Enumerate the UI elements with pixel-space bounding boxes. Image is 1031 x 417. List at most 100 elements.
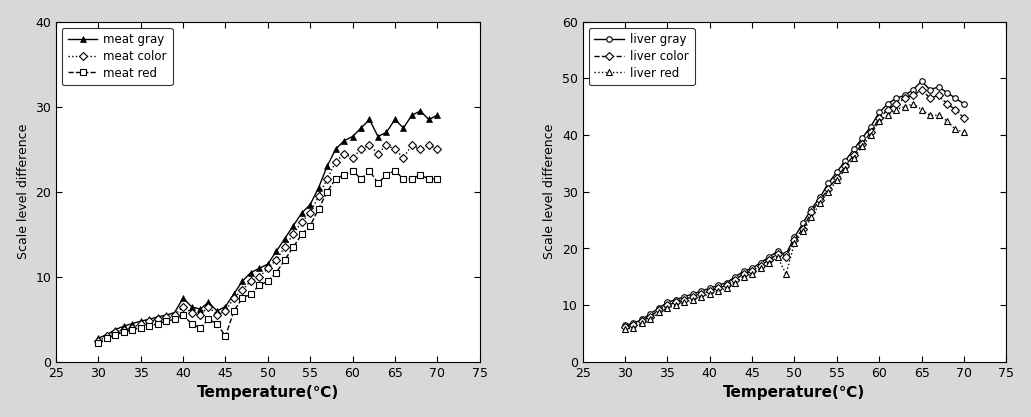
liver color — [670, 300, 683, 305]
liver color — [678, 297, 691, 302]
liver gray — [721, 280, 733, 285]
liver gray — [737, 269, 750, 274]
meat gray — [423, 117, 435, 122]
liver color — [856, 141, 868, 146]
meat red — [363, 168, 375, 173]
Line: meat gray: meat gray — [96, 108, 440, 341]
meat color — [355, 147, 367, 152]
liver gray — [950, 96, 962, 101]
liver red — [737, 274, 750, 279]
liver red — [636, 321, 648, 326]
meat gray — [160, 313, 172, 318]
liver gray — [653, 306, 665, 311]
liver color — [831, 175, 843, 180]
meat gray — [338, 138, 351, 143]
meat red — [296, 232, 308, 237]
meat red — [168, 317, 180, 322]
meat red — [262, 279, 274, 284]
liver color — [873, 116, 886, 121]
meat gray — [228, 291, 240, 296]
Y-axis label: Scale level difference: Scale level difference — [16, 124, 30, 259]
liver gray — [789, 235, 801, 240]
Line: liver red: liver red — [623, 101, 967, 332]
X-axis label: Temperature(℃): Temperature(℃) — [724, 385, 866, 400]
meat color — [160, 314, 172, 319]
meat color — [228, 296, 240, 301]
liver gray — [763, 254, 775, 259]
meat color — [304, 211, 317, 216]
liver gray — [771, 249, 784, 254]
meat gray — [321, 164, 333, 169]
meat gray — [431, 113, 443, 118]
meat red — [254, 283, 266, 288]
liver gray — [805, 206, 818, 211]
meat color — [118, 327, 130, 332]
meat red — [397, 176, 409, 181]
meat color — [220, 309, 232, 314]
meat gray — [101, 332, 113, 337]
meat gray — [109, 327, 122, 332]
liver color — [745, 269, 758, 274]
meat color — [363, 143, 375, 148]
liver red — [703, 291, 716, 296]
liver color — [779, 254, 792, 259]
meat color — [186, 310, 198, 315]
liver red — [847, 155, 860, 160]
meat color — [254, 274, 266, 279]
X-axis label: Temperature(℃): Temperature(℃) — [197, 385, 339, 400]
liver gray — [729, 274, 741, 279]
meat red — [405, 176, 418, 181]
meat color — [312, 193, 325, 198]
liver gray — [627, 321, 639, 326]
liver red — [932, 113, 944, 118]
liver red — [924, 113, 936, 118]
meat color — [321, 176, 333, 181]
liver gray — [695, 289, 707, 294]
Y-axis label: Scale level difference: Scale level difference — [543, 124, 556, 259]
meat gray — [296, 211, 308, 216]
liver red — [865, 133, 877, 138]
liver color — [916, 87, 928, 92]
liver gray — [847, 147, 860, 152]
meat red — [338, 172, 351, 177]
meat red — [423, 176, 435, 181]
liver red — [695, 294, 707, 299]
meat color — [296, 219, 308, 224]
meat red — [101, 336, 113, 341]
meat red — [346, 168, 359, 173]
liver gray — [619, 323, 631, 328]
meat gray — [278, 236, 291, 241]
liver color — [839, 164, 852, 169]
liver gray — [745, 266, 758, 271]
liver gray — [924, 87, 936, 92]
liver color — [627, 323, 639, 328]
liver red — [916, 107, 928, 112]
meat red — [228, 309, 240, 314]
liver red — [898, 104, 910, 109]
liver color — [644, 314, 657, 319]
liver red — [839, 167, 852, 172]
liver color — [789, 238, 801, 243]
meat red — [210, 321, 223, 326]
liver gray — [670, 297, 683, 302]
meat gray — [254, 266, 266, 271]
meat red — [236, 296, 248, 301]
meat color — [101, 334, 113, 339]
liver color — [763, 257, 775, 262]
liver color — [703, 289, 716, 294]
liver color — [890, 101, 902, 106]
meat gray — [287, 224, 299, 229]
meat red — [152, 321, 164, 326]
liver gray — [636, 317, 648, 322]
meat red — [287, 245, 299, 250]
liver red — [950, 127, 962, 132]
meat gray — [202, 300, 214, 305]
liver color — [882, 107, 894, 112]
meat gray — [262, 261, 274, 266]
meat red — [92, 341, 104, 346]
liver red — [831, 178, 843, 183]
liver red — [771, 254, 784, 259]
liver gray — [916, 79, 928, 84]
meat gray — [194, 306, 206, 311]
liver color — [813, 198, 826, 203]
